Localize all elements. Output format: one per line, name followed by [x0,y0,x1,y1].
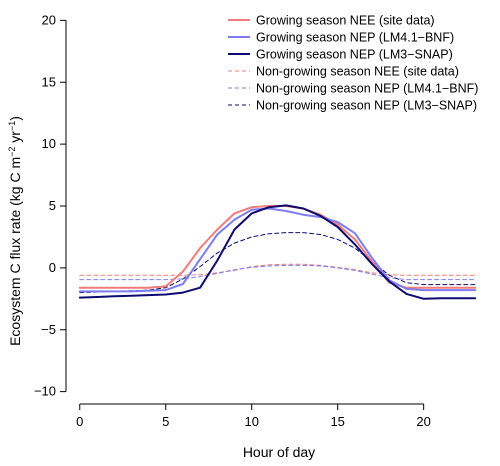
legend-label: Growing season NEP (LM4.1−BNF) [256,31,454,45]
x-tick-label: 5 [162,414,169,429]
y-tick-label: 10 [42,136,56,151]
y-tick-label: 0 [49,260,56,275]
series-line [79,263,476,276]
legend: Growing season NEE (site data) Growing se… [228,14,478,113]
series-line [79,264,476,281]
x-tick-label: 10 [244,414,258,429]
x-tick-label: 20 [416,414,430,429]
legend-label: Non-growing season NEE (site data) [256,65,459,79]
series-layer [78,204,477,300]
series-line [78,207,477,293]
y-tick-label: −5 [41,322,56,337]
x-tick-label: 15 [330,414,344,429]
series-line [79,232,476,294]
legend-label: Non-growing season NEP (LM4.1−BNF) [256,82,478,96]
y-tick-label: 15 [42,74,56,89]
y-tick-label: −10 [34,384,56,399]
x-tick-label: 0 [76,414,83,429]
y-tick-label: 5 [49,198,56,213]
legend-label: Growing season NEP (LM3−SNAP) [256,48,453,62]
x-axis-title: Hour of day [243,444,315,460]
axes: −10 −5 0 5 10 15 20 0 5 10 15 20 [34,12,431,429]
legend-label: Growing season NEE (site data) [256,14,435,28]
y-axis-title: Ecosystem C flux rate (kg C m−2 yr−1) [7,116,23,346]
legend-label: Non-growing season NEP (LM3−SNAP) [256,99,477,113]
series-line [78,204,477,300]
y-tick-label: 20 [42,12,56,27]
